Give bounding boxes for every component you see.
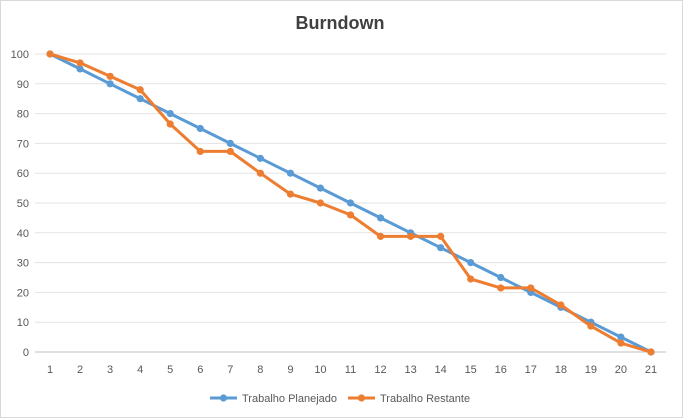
x-tick-label: 3 bbox=[107, 364, 113, 376]
data-point bbox=[346, 199, 355, 207]
legend-marker bbox=[357, 394, 366, 402]
data-point bbox=[106, 72, 114, 80]
y-tick-label: 40 bbox=[17, 228, 29, 240]
y-tick-label: 50 bbox=[17, 198, 29, 210]
data-point bbox=[406, 232, 415, 240]
legend-label: Trabalho Restante bbox=[380, 393, 470, 405]
data-point bbox=[46, 50, 54, 58]
x-tick-label: 20 bbox=[615, 364, 627, 376]
y-tick-label: 60 bbox=[17, 168, 29, 180]
data-point bbox=[497, 273, 505, 282]
data-point bbox=[467, 275, 475, 283]
data-point bbox=[316, 199, 325, 207]
y-tick-label: 10 bbox=[17, 317, 29, 329]
x-tick-label: 13 bbox=[404, 364, 416, 376]
series-lines bbox=[46, 50, 655, 356]
chart-title: Burndown bbox=[296, 13, 385, 33]
y-tick-label: 70 bbox=[17, 138, 29, 150]
data-point bbox=[497, 284, 505, 292]
y-tick-label: 30 bbox=[17, 258, 29, 270]
data-point bbox=[437, 232, 445, 240]
x-tick-label: 2 bbox=[77, 364, 83, 376]
data-point bbox=[76, 65, 84, 73]
y-axis-tick-labels: 0 10 20 30 40 50 60 70 80 90 100 bbox=[11, 49, 29, 359]
data-point bbox=[256, 154, 264, 162]
x-tick-label: 8 bbox=[257, 364, 263, 376]
legend-marker bbox=[219, 394, 228, 402]
x-tick-label: 17 bbox=[525, 364, 537, 376]
x-tick-label: 14 bbox=[435, 364, 447, 376]
x-tick-label: 5 bbox=[167, 364, 173, 376]
data-point bbox=[557, 301, 565, 309]
data-point bbox=[226, 147, 234, 156]
x-tick-label: 21 bbox=[645, 364, 657, 376]
x-tick-label: 6 bbox=[197, 364, 203, 376]
legend-label: Trabalho Planejado bbox=[242, 393, 337, 405]
data-point bbox=[376, 232, 385, 240]
data-point bbox=[196, 147, 204, 156]
data-point bbox=[196, 124, 204, 133]
x-axis-tick-labels: 1 2 3 4 5 6 7 8 9 10 11 12 13 14 15 16 17 18 19 20 21 bbox=[47, 364, 657, 376]
data-point bbox=[617, 333, 625, 341]
data-point bbox=[136, 86, 144, 94]
data-point bbox=[106, 80, 114, 88]
data-point bbox=[166, 110, 174, 118]
x-tick-label: 1 bbox=[47, 364, 53, 376]
legend: Trabalho Planejado Trabalho Restante bbox=[210, 393, 470, 405]
legend-entry-2: Trabalho Restante bbox=[348, 393, 470, 405]
y-tick-label: 20 bbox=[17, 287, 29, 299]
data-point bbox=[226, 139, 234, 147]
data-point bbox=[376, 214, 385, 222]
x-tick-label: 18 bbox=[555, 364, 567, 376]
data-point bbox=[286, 169, 295, 177]
y-tick-label: 100 bbox=[11, 49, 29, 61]
y-tick-label: 90 bbox=[17, 79, 29, 91]
series-2 bbox=[46, 50, 655, 356]
y-tick-label: 0 bbox=[23, 347, 29, 359]
data-point bbox=[136, 95, 144, 103]
data-point bbox=[166, 120, 174, 128]
x-tick-label: 11 bbox=[345, 364, 356, 376]
data-point bbox=[76, 59, 84, 67]
data-point bbox=[587, 322, 595, 330]
data-point bbox=[346, 211, 355, 219]
data-point bbox=[316, 184, 325, 192]
data-point bbox=[286, 190, 295, 198]
data-point bbox=[437, 244, 445, 252]
data-point bbox=[467, 259, 475, 267]
x-tick-label: 12 bbox=[374, 364, 386, 376]
x-tick-label: 10 bbox=[314, 364, 326, 376]
x-tick-label: 4 bbox=[137, 364, 143, 376]
y-tick-label: 80 bbox=[17, 109, 29, 121]
x-tick-label: 19 bbox=[585, 364, 597, 376]
data-point bbox=[617, 339, 625, 347]
data-point bbox=[527, 284, 535, 292]
data-point bbox=[256, 169, 264, 177]
legend-entry-1: Trabalho Planejado bbox=[210, 393, 337, 405]
data-point bbox=[647, 348, 655, 356]
x-tick-label: 16 bbox=[495, 364, 507, 376]
x-tick-label: 7 bbox=[227, 364, 233, 376]
x-tick-label: 9 bbox=[287, 364, 293, 376]
x-tick-label: 15 bbox=[465, 364, 477, 376]
